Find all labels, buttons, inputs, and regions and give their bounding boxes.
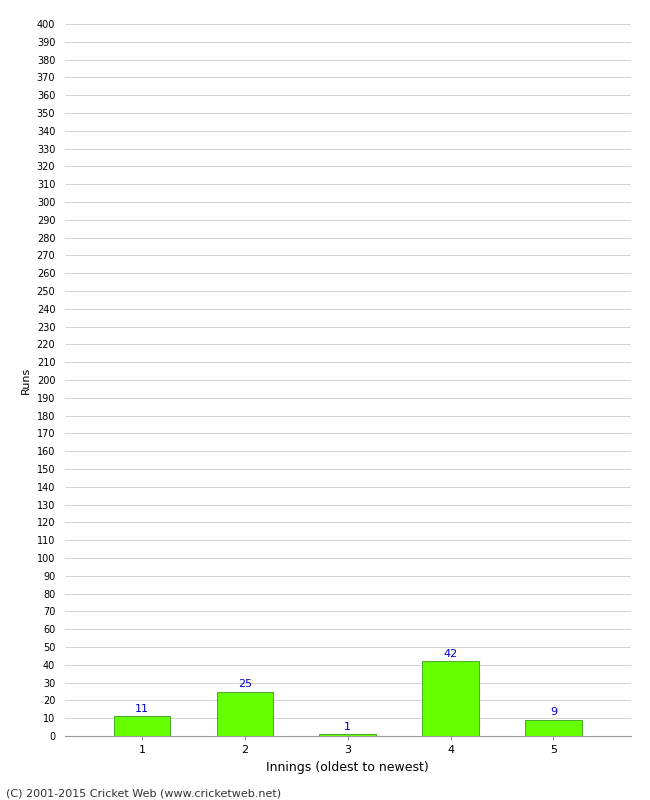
- Text: (C) 2001-2015 Cricket Web (www.cricketweb.net): (C) 2001-2015 Cricket Web (www.cricketwe…: [6, 788, 281, 798]
- Bar: [422, 662, 479, 736]
- Y-axis label: Runs: Runs: [21, 366, 31, 394]
- Text: 42: 42: [443, 649, 458, 658]
- Bar: [525, 720, 582, 736]
- Text: 1: 1: [344, 722, 351, 731]
- Bar: [320, 734, 376, 736]
- Bar: [216, 691, 273, 736]
- Text: 11: 11: [135, 704, 149, 714]
- Text: 9: 9: [550, 707, 557, 718]
- Text: 25: 25: [238, 679, 252, 689]
- X-axis label: Innings (oldest to newest): Innings (oldest to newest): [266, 761, 429, 774]
- Bar: [114, 717, 170, 736]
